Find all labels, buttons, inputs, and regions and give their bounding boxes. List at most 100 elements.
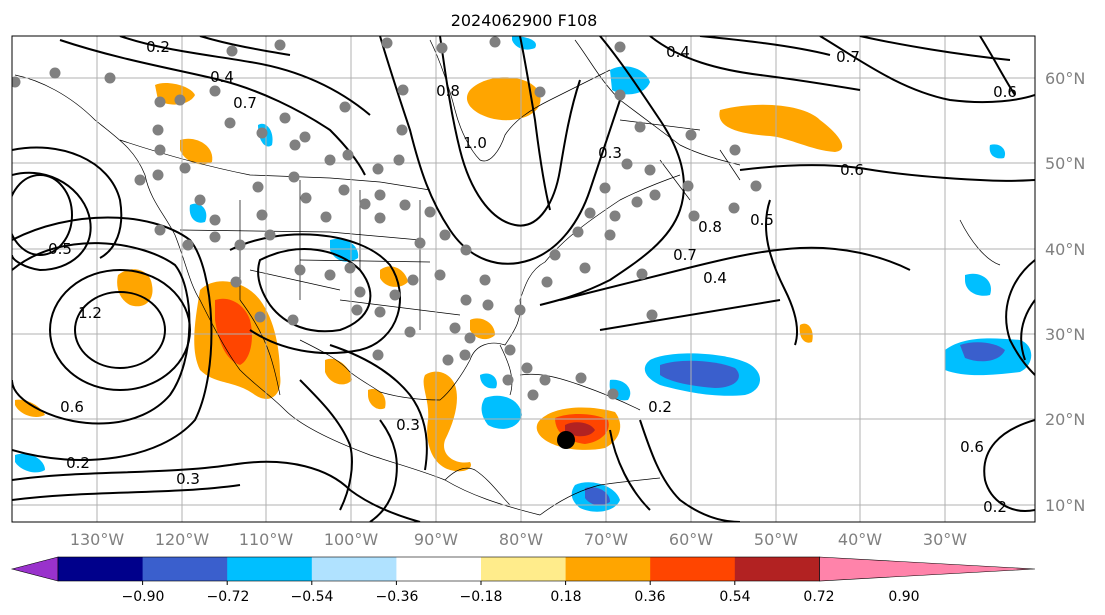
station-dot <box>621 158 633 170</box>
station-dot <box>381 37 393 49</box>
station-dot <box>179 162 191 174</box>
station-dot <box>12 76 21 88</box>
station-dot <box>541 276 553 288</box>
station-dot <box>359 198 371 210</box>
station-dot <box>182 239 194 251</box>
station-dot <box>449 322 461 334</box>
station-dot <box>320 211 332 223</box>
station-dot <box>154 224 166 236</box>
contour-label: 1.2 <box>78 304 102 322</box>
lon-label: 50°W <box>754 530 798 549</box>
contour-label: 0.5 <box>750 211 774 229</box>
station-markers <box>12 36 762 401</box>
colorbar-tick: −0.90 <box>122 589 165 605</box>
station-dot <box>294 264 306 276</box>
station-dot <box>504 344 516 356</box>
station-dot <box>631 196 643 208</box>
station-dot <box>209 231 221 243</box>
contour-label: 0.4 <box>210 68 234 86</box>
colorbar-swatch <box>734 557 820 581</box>
station-dot <box>226 45 238 57</box>
station-dot <box>152 124 164 136</box>
station-dot <box>393 154 405 166</box>
colorbar-swatch <box>481 557 567 581</box>
contour-label: 0.7 <box>233 94 257 112</box>
station-dot <box>209 214 221 226</box>
station-dot <box>439 229 451 241</box>
station-dot <box>442 354 454 366</box>
colorbar-swatch <box>227 557 313 581</box>
lat-label: 10°N <box>1045 496 1085 515</box>
colorbar-swatch <box>396 557 482 581</box>
latitude-labels: 60°N 50°N 40°N 30°N 20°N 10°N <box>1045 69 1085 515</box>
contour-label: 0.2 <box>648 398 672 416</box>
lat-label: 50°N <box>1045 154 1085 173</box>
station-dot <box>134 174 146 186</box>
station-dot <box>404 326 416 338</box>
station-dot <box>389 289 401 301</box>
station-dot <box>424 206 436 218</box>
lon-label: 30°W <box>923 530 967 549</box>
contour-label: 0.6 <box>60 398 84 416</box>
station-dot <box>287 314 299 326</box>
station-dot <box>209 85 221 97</box>
station-dot <box>644 164 656 176</box>
station-dot <box>549 249 561 261</box>
station-dot <box>609 210 621 222</box>
station-dot <box>342 149 354 161</box>
colorbar-tick: 0.54 <box>719 589 750 605</box>
storm-center-marker <box>557 431 575 449</box>
station-dot <box>729 144 741 156</box>
lon-label: 120°W <box>155 530 210 549</box>
lon-label: 130°W <box>70 530 125 549</box>
station-dot <box>288 171 300 183</box>
station-dot <box>614 41 626 53</box>
station-dot <box>374 189 386 201</box>
contour-label: 0.2 <box>146 38 170 56</box>
lat-label: 40°N <box>1045 240 1085 259</box>
station-dot <box>434 269 446 281</box>
contour-label: 0.2 <box>66 454 90 472</box>
station-dot <box>372 349 384 361</box>
map-area: 0.2 0.4 0.7 0.8 1.0 0.3 0.6 0.5 0.7 0.8 … <box>12 36 1035 522</box>
contour-label: 0.3 <box>396 416 420 434</box>
station-dot <box>397 84 409 96</box>
colorbar-frame <box>57 556 820 582</box>
station-dot <box>299 131 311 143</box>
station-dot <box>614 89 626 101</box>
station-dot <box>460 244 472 256</box>
contour-label: 0.6 <box>993 83 1017 101</box>
colorbar-swatch <box>311 557 397 581</box>
station-dot <box>224 117 236 129</box>
contour-label: 1.0 <box>463 134 487 152</box>
colorbar-tick: 0.72 <box>803 589 834 605</box>
station-dot <box>646 309 658 321</box>
colorbar-ticks: −0.90 −0.72 −0.54 −0.36 −0.18 0.18 0.36 … <box>122 589 920 605</box>
station-dot <box>324 154 336 166</box>
station-dot <box>339 101 351 113</box>
station-dot <box>104 72 116 84</box>
station-dot <box>584 207 596 219</box>
station-dot <box>728 202 740 214</box>
lat-label: 60°N <box>1045 69 1085 88</box>
station-dot <box>256 209 268 221</box>
station-dot <box>682 180 694 192</box>
map-title: 2024062900 F108 <box>451 11 598 30</box>
station-dot <box>234 239 246 251</box>
station-dot <box>374 212 386 224</box>
contour-label: 0.6 <box>840 161 864 179</box>
contour-label: 0.7 <box>836 48 860 66</box>
station-dot <box>344 262 356 274</box>
lon-label: 60°W <box>669 530 713 549</box>
lon-label: 100°W <box>324 530 379 549</box>
station-dot <box>256 127 268 139</box>
station-dot <box>436 42 448 54</box>
station-dot <box>324 269 336 281</box>
station-dot <box>527 389 539 401</box>
station-dot <box>649 189 661 201</box>
station-dot <box>521 362 533 374</box>
map-frame <box>11 35 1036 523</box>
station-dot <box>572 226 584 238</box>
lon-label: 90°W <box>414 530 458 549</box>
